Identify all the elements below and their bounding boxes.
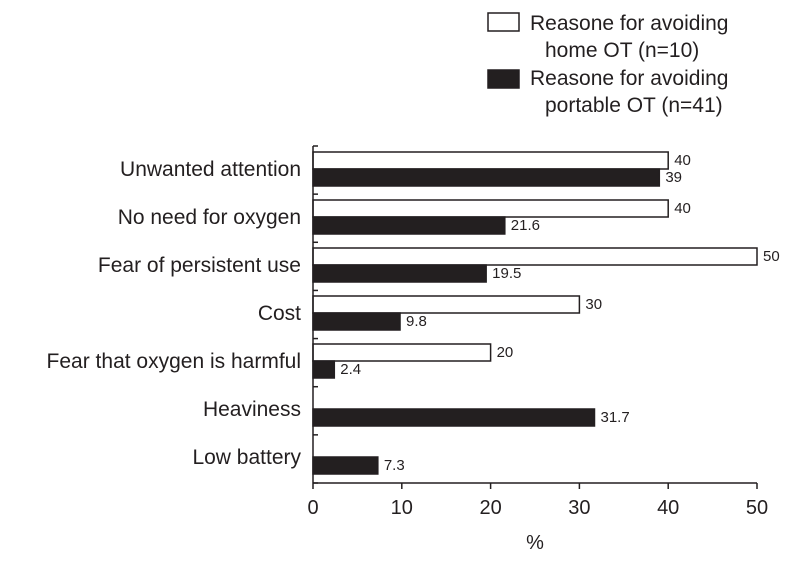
data-label: 19.5 bbox=[492, 265, 521, 282]
bar-home-ot bbox=[312, 199, 669, 218]
data-label: 50 bbox=[763, 248, 780, 265]
data-label: 40 bbox=[674, 200, 691, 217]
data-label: 40 bbox=[674, 152, 691, 169]
x-tick-label: 50 bbox=[746, 497, 768, 519]
axes-group bbox=[312, 145, 758, 489]
x-tick-label: 10 bbox=[391, 497, 413, 519]
bar-home-ot bbox=[312, 295, 581, 314]
data-label: 20 bbox=[497, 344, 514, 361]
data-label: 7.3 bbox=[384, 457, 405, 474]
category-label: Heaviness bbox=[203, 398, 301, 421]
bar-portable-ot bbox=[312, 408, 596, 427]
category-label: Cost bbox=[258, 302, 301, 325]
category-label: Unwanted attention bbox=[120, 158, 301, 181]
x-tick-label: 40 bbox=[657, 497, 679, 519]
bar-home-ot bbox=[312, 151, 669, 170]
data-label: 39 bbox=[665, 169, 682, 186]
data-label: 21.6 bbox=[511, 217, 540, 234]
category-label: Low battery bbox=[192, 446, 301, 469]
bar-portable-ot bbox=[312, 216, 506, 235]
bar-portable-ot bbox=[312, 312, 401, 331]
x-tick-label: 30 bbox=[568, 497, 590, 519]
legend-swatch-home-ot bbox=[487, 12, 520, 32]
x-axis-label: % bbox=[526, 532, 544, 554]
legend: Reasone for avoiding home OT (n=10) Reason… bbox=[487, 12, 728, 117]
data-label: 31.7 bbox=[600, 409, 629, 426]
x-tick-label: 20 bbox=[479, 497, 501, 519]
legend-label: Reasone for avoiding bbox=[530, 12, 728, 35]
bar-portable-ot bbox=[312, 168, 661, 187]
x-tick-label: 0 bbox=[307, 497, 318, 519]
bar-portable-ot bbox=[312, 456, 379, 475]
data-label: 2.4 bbox=[340, 361, 361, 378]
bar-portable-ot bbox=[312, 264, 487, 283]
data-label: 30 bbox=[585, 296, 602, 313]
bar-home-ot bbox=[312, 247, 758, 266]
legend-label: Reasone for avoiding bbox=[530, 67, 728, 90]
category-label: Fear of persistent use bbox=[98, 254, 301, 277]
bar-portable-ot bbox=[312, 360, 336, 379]
category-label: No need for oxygen bbox=[118, 206, 301, 229]
category-label: Fear that oxygen is harmful bbox=[47, 350, 301, 373]
bar-home-ot bbox=[312, 343, 492, 362]
legend-label: home OT (n=10) bbox=[545, 39, 699, 62]
legend-label: portable OT (n=41) bbox=[545, 94, 723, 117]
data-label: 9.8 bbox=[406, 313, 427, 330]
legend-swatch-portable-ot bbox=[487, 69, 520, 89]
